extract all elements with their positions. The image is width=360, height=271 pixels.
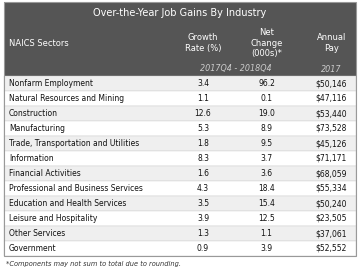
Text: 8.3: 8.3 (197, 154, 209, 163)
Text: $55,334: $55,334 (316, 184, 347, 193)
Text: Trade, Transportation and Utilities: Trade, Transportation and Utilities (9, 139, 139, 148)
Text: $52,552: $52,552 (316, 244, 347, 253)
Text: Other Services: Other Services (9, 229, 65, 238)
Text: 4.3: 4.3 (197, 184, 209, 193)
Text: Information: Information (9, 154, 54, 163)
Text: $50,146: $50,146 (316, 79, 347, 88)
FancyBboxPatch shape (4, 91, 356, 106)
Text: $37,061: $37,061 (316, 229, 347, 238)
Text: 2017Q4 - 2018Q4: 2017Q4 - 2018Q4 (200, 64, 271, 73)
Text: Professional and Business Services: Professional and Business Services (9, 184, 143, 193)
Text: 96.2: 96.2 (258, 79, 275, 88)
FancyBboxPatch shape (4, 106, 356, 121)
Text: $47,116: $47,116 (316, 94, 347, 103)
Text: 12.6: 12.6 (195, 109, 211, 118)
Text: Government: Government (9, 244, 57, 253)
Text: 18.4: 18.4 (258, 184, 275, 193)
Text: 8.9: 8.9 (261, 124, 273, 133)
FancyBboxPatch shape (4, 196, 356, 211)
Text: Construction: Construction (9, 109, 58, 118)
Text: *Components may not sum to total due to rounding.: *Components may not sum to total due to … (6, 261, 181, 267)
FancyBboxPatch shape (4, 76, 356, 91)
Text: 3.5: 3.5 (197, 199, 209, 208)
FancyBboxPatch shape (4, 211, 356, 226)
FancyBboxPatch shape (4, 241, 356, 256)
Text: Leisure and Hospitality: Leisure and Hospitality (9, 214, 97, 223)
Text: $23,505: $23,505 (316, 214, 347, 223)
Text: Education and Health Services: Education and Health Services (9, 199, 126, 208)
Text: 15.4: 15.4 (258, 199, 275, 208)
Text: 2017: 2017 (321, 64, 342, 73)
Text: $53,440: $53,440 (316, 109, 347, 118)
Text: Financial Activities: Financial Activities (9, 169, 81, 178)
Text: Over-the-Year Job Gains By Industry: Over-the-Year Job Gains By Industry (93, 8, 267, 18)
FancyBboxPatch shape (4, 166, 356, 181)
Text: 0.1: 0.1 (261, 94, 273, 103)
Text: 1.8: 1.8 (197, 139, 209, 148)
Text: 3.9: 3.9 (197, 214, 209, 223)
Text: $45,126: $45,126 (316, 139, 347, 148)
FancyBboxPatch shape (4, 121, 356, 136)
Text: $71,171: $71,171 (316, 154, 347, 163)
Text: 3.7: 3.7 (260, 154, 273, 163)
Text: Manufacturing: Manufacturing (9, 124, 65, 133)
Text: 0.9: 0.9 (197, 244, 209, 253)
Text: NAICS Sectors: NAICS Sectors (9, 38, 69, 47)
Text: 3.9: 3.9 (260, 244, 273, 253)
Text: 3.4: 3.4 (197, 79, 209, 88)
Text: 1.3: 1.3 (197, 229, 209, 238)
Text: 9.5: 9.5 (260, 139, 273, 148)
Text: 5.3: 5.3 (197, 124, 209, 133)
FancyBboxPatch shape (4, 151, 356, 166)
Text: Net
Change
(000s)*: Net Change (000s)* (250, 28, 283, 58)
FancyBboxPatch shape (4, 136, 356, 151)
Text: $68,059: $68,059 (316, 169, 347, 178)
Text: 1.1: 1.1 (197, 94, 209, 103)
FancyBboxPatch shape (4, 62, 356, 76)
Text: Natural Resources and Mining: Natural Resources and Mining (9, 94, 124, 103)
Text: $73,528: $73,528 (316, 124, 347, 133)
Text: 12.5: 12.5 (258, 214, 275, 223)
Text: 1.1: 1.1 (261, 229, 273, 238)
Text: Growth
Rate (%): Growth Rate (%) (185, 33, 221, 53)
Text: 3.6: 3.6 (260, 169, 273, 178)
FancyBboxPatch shape (4, 24, 356, 62)
FancyBboxPatch shape (4, 181, 356, 196)
Text: Nonfarm Employment: Nonfarm Employment (9, 79, 93, 88)
FancyBboxPatch shape (4, 2, 356, 24)
Text: Annual
Pay: Annual Pay (317, 33, 346, 53)
FancyBboxPatch shape (4, 226, 356, 241)
Text: $50,240: $50,240 (316, 199, 347, 208)
Text: 1.6: 1.6 (197, 169, 209, 178)
Text: 19.0: 19.0 (258, 109, 275, 118)
